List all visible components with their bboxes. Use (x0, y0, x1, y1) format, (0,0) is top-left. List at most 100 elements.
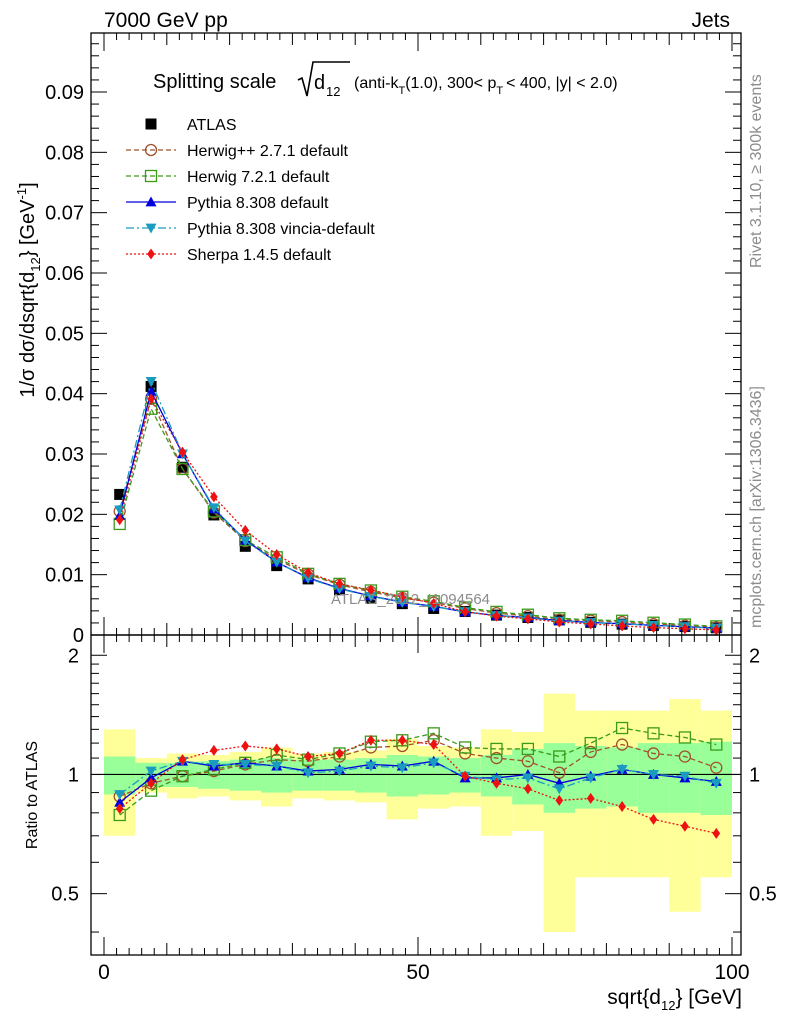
ratio-point-herwig-7-2-1-default (678, 731, 692, 744)
legend-marker (144, 169, 158, 183)
analysis-watermark: ATLAS_2012_I1094564 (331, 591, 490, 608)
point-sherpa-1-4-5-default (272, 549, 281, 561)
point-pythia-8-308-vincia-default (145, 377, 157, 387)
legend-marker (147, 248, 155, 260)
ratio-point-herwig-7-2-1-default (490, 742, 503, 756)
y-tick-label: 0.05 (45, 323, 84, 345)
legend-marker (144, 143, 158, 157)
point-sherpa-1-4-5-default (398, 591, 407, 603)
point-sherpa-1-4-5-default (492, 610, 501, 622)
ratio-point-herwig-7-2-1-default (615, 721, 629, 735)
y-axis-label: 1/σ dσ/dsqrt{d12} [GeV-1] (14, 182, 43, 397)
ratio-tick-label: 1 (68, 764, 79, 786)
x-axis-label: sqrt{d12} [GeV] (607, 986, 742, 1013)
ratio-point-pythia-8-308-vincia-default (585, 773, 597, 784)
point-sherpa-1-4-5-default (586, 618, 595, 630)
ratio-point-herwig-2-7-1-default (584, 745, 597, 759)
title-d: d (314, 72, 325, 94)
point-sherpa-1-4-5-default (210, 491, 218, 503)
legend-marker (145, 223, 157, 234)
header-energy-label: 7000 GeV pp (104, 9, 228, 32)
ratio-point-sherpa-1-4-5-default (304, 751, 312, 763)
ratio-point-sherpa-1-4-5-default (335, 747, 344, 759)
point-sherpa-1-4-5-default (147, 393, 155, 405)
axis-ticks: 0 0.01 0.02 0.03 0.04 0.05 0.06 0.07 0.08 0.09 0 50… (45, 33, 777, 984)
plot-frames (90, 32, 742, 956)
ratio-point-sherpa-1-4-5-default (272, 743, 281, 755)
ratio-point-sherpa-1-4-5-default (649, 813, 658, 825)
point-herwig-7-2-1-default (176, 462, 189, 476)
point-sherpa-1-4-5-default (524, 613, 532, 625)
legend-label: ATLAS (187, 117, 237, 134)
point-sherpa-1-4-5-default (429, 597, 438, 609)
title-d-sub: 12 (326, 84, 340, 99)
y-tick-label: 0.02 (45, 504, 84, 526)
ratio-tick-label-right: 0.5 (749, 884, 777, 906)
ratio-tick-label-right: 1 (749, 764, 760, 786)
point-pythia-8-308-vincia-default (396, 597, 408, 608)
point-pythia-8-308-vincia-default (334, 584, 345, 595)
ratio-point-sherpa-1-4-5-default (712, 827, 721, 839)
ratio-point-sherpa-1-4-5-default (241, 740, 250, 752)
y-tick-label: 0.06 (45, 263, 84, 285)
ratio-point-pythia-8-308-vincia-default (428, 758, 440, 769)
ratio-tick-label-right: 2 (749, 645, 760, 667)
legend-label: Pythia 8.308 default (187, 195, 329, 212)
ratio-point-herwig-2-7-1-default (678, 750, 692, 763)
legend-label: Herwig++ 2.7.1 default (187, 143, 349, 160)
ratio-point-pythia-8-308-default (114, 796, 126, 807)
point-sherpa-1-4-5-default (649, 622, 658, 634)
ratio-point-pythia-8-308-vincia-default (334, 766, 345, 777)
ratio-frame (90, 634, 742, 956)
point-pythia-8-308-default (145, 385, 157, 396)
uncertainty-band-inner (104, 756, 136, 795)
ratio-series-layer (113, 721, 723, 839)
point-sherpa-1-4-5-default (178, 446, 187, 458)
y-tick-label: 0.03 (45, 444, 84, 466)
y-tick-label: 0.04 (45, 384, 84, 406)
ratio-point-pythia-8-308-vincia-default (396, 763, 408, 774)
point-pythia-8-308-vincia-default (365, 591, 377, 602)
x-tick-label: 100 (714, 961, 749, 984)
point-sherpa-1-4-5-default (555, 616, 564, 628)
ratio-point-pythia-8-308-vincia-default (271, 761, 283, 772)
x-tick-label: 0 (98, 961, 110, 984)
ratio-point-sherpa-1-4-5-default (618, 801, 626, 813)
ratio-point-herwig-7-2-1-default (710, 738, 723, 751)
sqrt-symbol (297, 61, 350, 97)
ratio-point-herwig-7-2-1-default (584, 736, 597, 750)
ratio-point-sherpa-1-4-5-default (586, 792, 595, 804)
title-main: Splitting scale (153, 71, 276, 93)
legend-marker (145, 118, 157, 130)
ratio-point-pythia-8-308-vincia-default (302, 768, 314, 779)
point-sherpa-1-4-5-default (335, 578, 344, 590)
legend: ATLAS Herwig++ 2.7.1 default Herwig 7.2.1 … (126, 117, 375, 264)
ratio-point-sherpa-1-4-5-default (555, 794, 564, 806)
ratio-point-sherpa-1-4-5-default (681, 820, 689, 832)
ratio-point-pythia-8-308-vincia-default (145, 766, 157, 777)
legend-label: Herwig 7.2.1 default (187, 169, 330, 186)
ratio-point-sherpa-1-4-5-default (367, 734, 375, 746)
ratio-point-sherpa-1-4-5-default (461, 770, 469, 782)
uncertainty-band-inner (606, 747, 638, 807)
ratio-point-pythia-8-308-vincia-default (522, 773, 534, 784)
ratio-tick-label: 0.5 (51, 884, 79, 906)
ratio-point-herwig-7-2-1-default (647, 727, 660, 740)
ratio-point-sherpa-1-4-5-default (178, 754, 187, 766)
ratio-point-pythia-8-308-vincia-default (710, 778, 722, 789)
y-tick-label: 0.07 (45, 203, 84, 225)
point-sherpa-1-4-5-default (618, 620, 626, 632)
point-pythia-8-308-vincia-default (208, 503, 220, 514)
ratio-point-pythia-8-308-vincia-default (616, 764, 628, 775)
point-sherpa-1-4-5-default (367, 584, 375, 596)
point-pythia-8-308-vincia-default (239, 536, 251, 547)
ratio-tick-label: 2 (68, 645, 79, 667)
ratio-point-pythia-8-308-vincia-default (679, 771, 691, 782)
ratio-point-pythia-8-308-vincia-default (365, 761, 377, 772)
ratio-point-herwig-7-2-1-default (427, 727, 440, 740)
ratio-point-herwig-7-2-1-default (521, 742, 535, 756)
main-series-layer (113, 377, 723, 636)
ratio-point-sherpa-1-4-5-default (398, 734, 407, 746)
x-tick-label: 50 (406, 961, 429, 984)
ratio-point-pythia-8-308-vincia-default (114, 790, 126, 800)
